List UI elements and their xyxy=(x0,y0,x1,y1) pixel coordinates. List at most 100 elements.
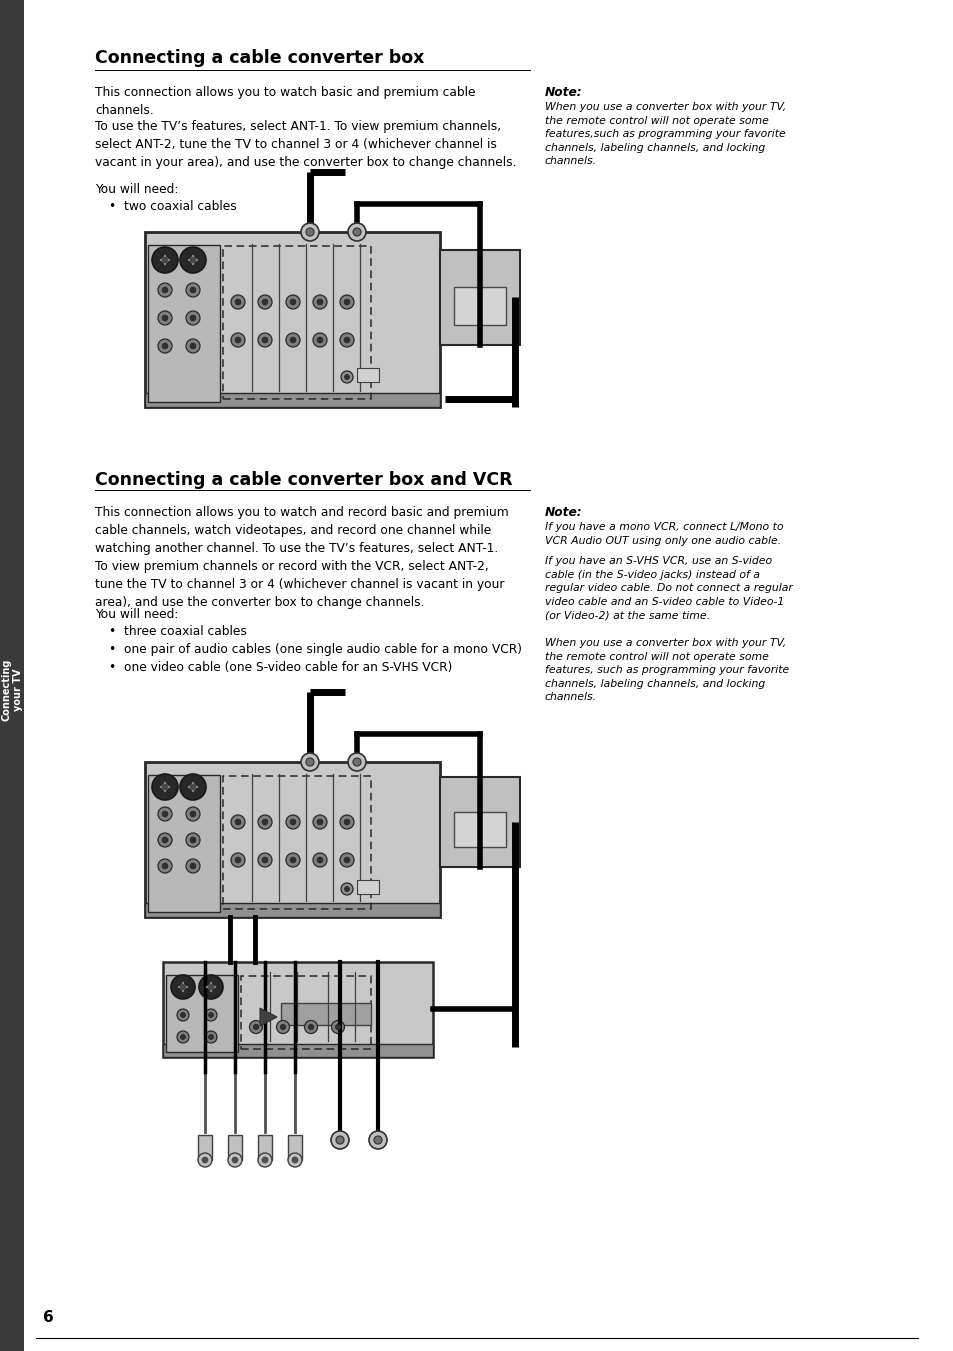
Circle shape xyxy=(205,1031,216,1043)
Circle shape xyxy=(280,1024,286,1029)
Circle shape xyxy=(164,790,166,792)
Bar xyxy=(166,975,237,1052)
Bar xyxy=(454,286,505,326)
Circle shape xyxy=(186,807,200,821)
Bar xyxy=(223,775,371,909)
Text: When you use a converter box with your TV,
the remote control will not operate s: When you use a converter box with your T… xyxy=(544,638,788,703)
Circle shape xyxy=(190,343,195,349)
Circle shape xyxy=(276,1020,289,1034)
Circle shape xyxy=(257,815,272,830)
Circle shape xyxy=(344,299,350,305)
Circle shape xyxy=(374,1136,381,1144)
Circle shape xyxy=(189,782,197,792)
Text: You will need:: You will need: xyxy=(95,182,178,196)
Circle shape xyxy=(205,1009,216,1021)
Circle shape xyxy=(231,295,245,309)
Circle shape xyxy=(180,1035,185,1039)
Circle shape xyxy=(162,343,168,349)
Bar xyxy=(356,880,378,894)
Circle shape xyxy=(290,336,295,343)
Circle shape xyxy=(286,332,299,347)
Bar xyxy=(163,962,433,1056)
Circle shape xyxy=(348,223,366,240)
Circle shape xyxy=(188,259,190,261)
Circle shape xyxy=(262,819,268,825)
Circle shape xyxy=(344,886,349,892)
Circle shape xyxy=(339,852,354,867)
Bar xyxy=(163,1044,433,1056)
Circle shape xyxy=(301,753,318,771)
Circle shape xyxy=(195,786,198,788)
Text: Connecting a cable converter box and VCR: Connecting a cable converter box and VCR xyxy=(95,471,512,489)
Circle shape xyxy=(344,819,350,825)
Circle shape xyxy=(316,299,323,305)
Circle shape xyxy=(192,255,194,257)
Circle shape xyxy=(177,1009,189,1021)
Circle shape xyxy=(162,863,168,869)
Circle shape xyxy=(158,282,172,297)
Circle shape xyxy=(339,815,354,830)
Circle shape xyxy=(210,990,212,992)
Text: Connecting a cable converter box: Connecting a cable converter box xyxy=(95,49,424,68)
Circle shape xyxy=(306,228,314,236)
Circle shape xyxy=(162,838,168,843)
Circle shape xyxy=(231,332,245,347)
Polygon shape xyxy=(260,1008,276,1025)
Circle shape xyxy=(331,1131,349,1148)
Circle shape xyxy=(353,758,360,766)
Circle shape xyxy=(331,1020,344,1034)
Circle shape xyxy=(188,786,190,788)
Text: Note:: Note: xyxy=(544,86,582,99)
Circle shape xyxy=(198,1152,212,1167)
Circle shape xyxy=(262,299,268,305)
Circle shape xyxy=(250,1020,262,1034)
Circle shape xyxy=(158,807,172,821)
Circle shape xyxy=(335,1024,340,1029)
Circle shape xyxy=(158,834,172,847)
Circle shape xyxy=(286,815,299,830)
Text: This connection allows you to watch basic and premium cable
channels.: This connection allows you to watch basi… xyxy=(95,86,475,118)
Bar xyxy=(0,0,24,1351)
Circle shape xyxy=(168,786,170,788)
Circle shape xyxy=(192,263,194,265)
Text: When you use a converter box with your TV,
the remote control will not operate s: When you use a converter box with your T… xyxy=(544,101,785,166)
Circle shape xyxy=(301,223,318,240)
Bar xyxy=(145,902,439,917)
Circle shape xyxy=(209,1012,213,1017)
Circle shape xyxy=(177,1031,189,1043)
Text: •  three coaxial cables: • three coaxial cables xyxy=(109,626,247,638)
Circle shape xyxy=(234,336,241,343)
Circle shape xyxy=(228,1152,242,1167)
Bar xyxy=(148,775,220,912)
Circle shape xyxy=(162,811,168,817)
Circle shape xyxy=(190,286,195,293)
Text: You will need:: You will need: xyxy=(95,608,178,621)
Circle shape xyxy=(186,339,200,353)
Text: •  one pair of audio cables (one single audio cable for a mono VCR): • one pair of audio cables (one single a… xyxy=(109,643,521,657)
Circle shape xyxy=(180,247,206,273)
Bar xyxy=(257,1135,272,1161)
Circle shape xyxy=(206,986,208,988)
Bar xyxy=(145,393,439,407)
Circle shape xyxy=(313,852,327,867)
Circle shape xyxy=(231,852,245,867)
Bar xyxy=(198,1135,212,1161)
Circle shape xyxy=(186,834,200,847)
Circle shape xyxy=(164,255,166,257)
Circle shape xyxy=(234,857,241,863)
Circle shape xyxy=(160,259,162,261)
Circle shape xyxy=(158,859,172,873)
Circle shape xyxy=(182,990,184,992)
Text: Connecting
your TV: Connecting your TV xyxy=(1,659,23,721)
Text: •  one video cable (one S-video cable for an S-VHS VCR): • one video cable (one S-video cable for… xyxy=(109,661,452,674)
Bar xyxy=(148,245,220,403)
Circle shape xyxy=(177,986,180,988)
Circle shape xyxy=(189,255,197,265)
Circle shape xyxy=(180,1012,185,1017)
Circle shape xyxy=(316,819,323,825)
Circle shape xyxy=(164,263,166,265)
Circle shape xyxy=(171,975,194,998)
Circle shape xyxy=(168,259,170,261)
Circle shape xyxy=(234,819,241,825)
Circle shape xyxy=(231,815,245,830)
